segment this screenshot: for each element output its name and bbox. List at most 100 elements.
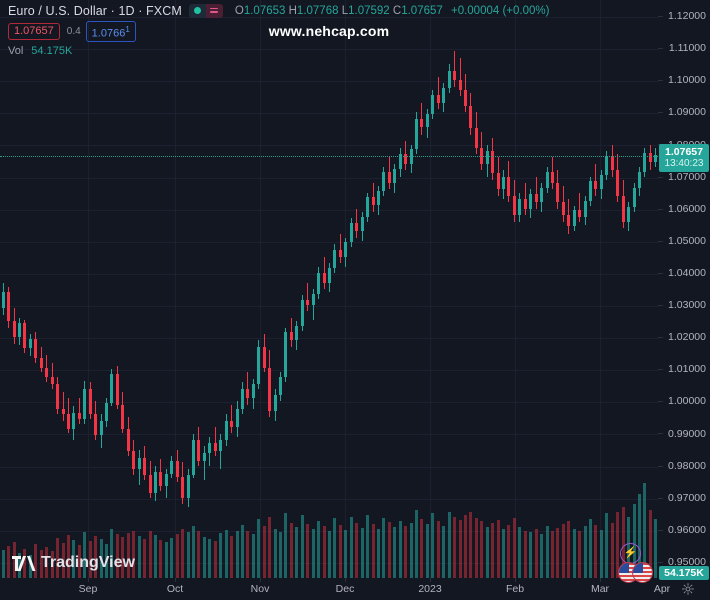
candle-body bbox=[459, 80, 462, 90]
candle-body bbox=[306, 300, 309, 306]
candle-body bbox=[170, 460, 173, 474]
candle-body bbox=[562, 202, 565, 216]
candle-body bbox=[633, 187, 636, 208]
price-axis-tick bbox=[658, 209, 663, 210]
lightning-bolt-icon[interactable]: ⚡ bbox=[620, 543, 641, 564]
volume-bar bbox=[448, 511, 451, 578]
volume-bar bbox=[589, 519, 592, 578]
price-axis[interactable]: 1.07657 13:40:23 54.175K 1.12000 1.11000 1… bbox=[658, 0, 710, 580]
close-label: C bbox=[392, 4, 402, 17]
volume-bar bbox=[78, 544, 81, 578]
candle-wick bbox=[356, 208, 357, 238]
time-axis-label: 2023 bbox=[418, 583, 442, 595]
indicator-icon[interactable] bbox=[205, 3, 223, 18]
volume-bar bbox=[420, 519, 423, 578]
volume-bar bbox=[404, 525, 407, 578]
candle-wick bbox=[324, 256, 325, 289]
price-axis-label: 1.12000 bbox=[668, 10, 706, 23]
volume-bar bbox=[187, 532, 190, 578]
high-value: 1.07768 bbox=[296, 4, 339, 17]
price-axis-tick bbox=[658, 305, 663, 306]
grid-line-horizontal bbox=[0, 209, 658, 211]
tradingview-logo-icon bbox=[12, 555, 36, 571]
teal-dot-icon[interactable] bbox=[188, 3, 206, 18]
gear-icon[interactable] bbox=[682, 583, 694, 595]
candle-body bbox=[72, 412, 75, 429]
volume-bar bbox=[110, 528, 113, 578]
volume-bar bbox=[518, 526, 521, 578]
chart-legend: Euro / U.S. Dollar · 1D · FXCM O1.07653 … bbox=[8, 2, 549, 59]
candle-body bbox=[268, 367, 271, 412]
volume-bar bbox=[578, 531, 581, 578]
candle-body bbox=[605, 157, 608, 175]
volume-bar bbox=[138, 536, 141, 578]
price-axis-label: 1.05000 bbox=[668, 234, 706, 247]
volume-bar bbox=[230, 536, 233, 578]
volume-bar bbox=[306, 523, 309, 578]
time-axis-tick bbox=[260, 578, 261, 582]
volume-bar bbox=[159, 540, 162, 578]
candle-body bbox=[67, 414, 70, 429]
bid-price[interactable]: 1.07657 bbox=[8, 23, 60, 40]
candle-wick bbox=[340, 234, 341, 264]
price-axis-tick bbox=[658, 433, 663, 434]
symbol-title[interactable]: Euro / U.S. Dollar · 1D · FXCM bbox=[8, 3, 182, 18]
volume-row: Vol 54.175K bbox=[8, 43, 549, 59]
volume-bar bbox=[551, 530, 554, 578]
volume-bar bbox=[67, 535, 70, 578]
volume-bar bbox=[600, 529, 603, 578]
volume-bar bbox=[333, 518, 336, 578]
volume-bar bbox=[154, 535, 157, 578]
candle-wick bbox=[63, 391, 64, 421]
candle-body bbox=[257, 346, 260, 384]
volume-bar bbox=[366, 515, 369, 578]
grid-line-horizontal bbox=[0, 112, 658, 114]
price-axis-tick bbox=[658, 498, 663, 499]
candle-body bbox=[513, 195, 516, 216]
volume-bar bbox=[399, 521, 402, 578]
grid-line-vertical bbox=[345, 0, 346, 578]
volume-bar bbox=[361, 527, 364, 578]
volume-bar bbox=[415, 509, 418, 578]
candle-body bbox=[127, 428, 130, 452]
candle-wick bbox=[231, 404, 232, 434]
volume-bar bbox=[355, 522, 358, 578]
time-axis[interactable]: Sep Oct Nov Dec 2023 Feb Mar Apr bbox=[0, 578, 710, 600]
candle-body bbox=[159, 472, 162, 487]
candle-body bbox=[241, 388, 244, 410]
candle-body bbox=[344, 242, 347, 257]
chart-plot-area[interactable] bbox=[0, 0, 658, 578]
candle-body bbox=[594, 181, 597, 190]
candle-body bbox=[377, 191, 380, 206]
candle-body bbox=[529, 194, 532, 209]
candle-body bbox=[567, 215, 570, 227]
price-axis-label: 1.02000 bbox=[668, 331, 706, 344]
tradingview-brand-label: TradingView bbox=[41, 554, 135, 571]
candle-body bbox=[551, 171, 554, 184]
candle-body bbox=[638, 171, 641, 188]
price-axis-label: 0.99000 bbox=[668, 427, 706, 440]
volume-bar bbox=[469, 512, 472, 578]
symbol-row: Euro / U.S. Dollar · 1D · FXCM O1.07653 … bbox=[8, 2, 549, 19]
candle-body bbox=[192, 439, 195, 476]
volume-bar bbox=[437, 521, 440, 578]
eu-flag-icon[interactable] bbox=[632, 562, 653, 583]
candle-body bbox=[350, 223, 353, 243]
time-axis-tick bbox=[600, 578, 601, 582]
price-axis-tick bbox=[658, 273, 663, 274]
candle-wick bbox=[460, 57, 461, 97]
candle-body bbox=[366, 197, 369, 217]
current-price-line bbox=[0, 156, 658, 157]
time-axis-tick bbox=[88, 578, 89, 582]
candle-wick bbox=[536, 176, 537, 209]
indicator-badges[interactable] bbox=[188, 3, 223, 18]
candle-body bbox=[13, 321, 16, 338]
candle-body bbox=[437, 94, 440, 103]
volume-bar bbox=[459, 520, 462, 578]
volume-bar bbox=[524, 530, 527, 578]
candle-body bbox=[480, 147, 483, 164]
volume-bar bbox=[219, 533, 222, 578]
candle-body bbox=[643, 152, 646, 172]
ask-price[interactable]: 1.07661 bbox=[85, 20, 136, 43]
grid-line-vertical bbox=[515, 0, 516, 578]
